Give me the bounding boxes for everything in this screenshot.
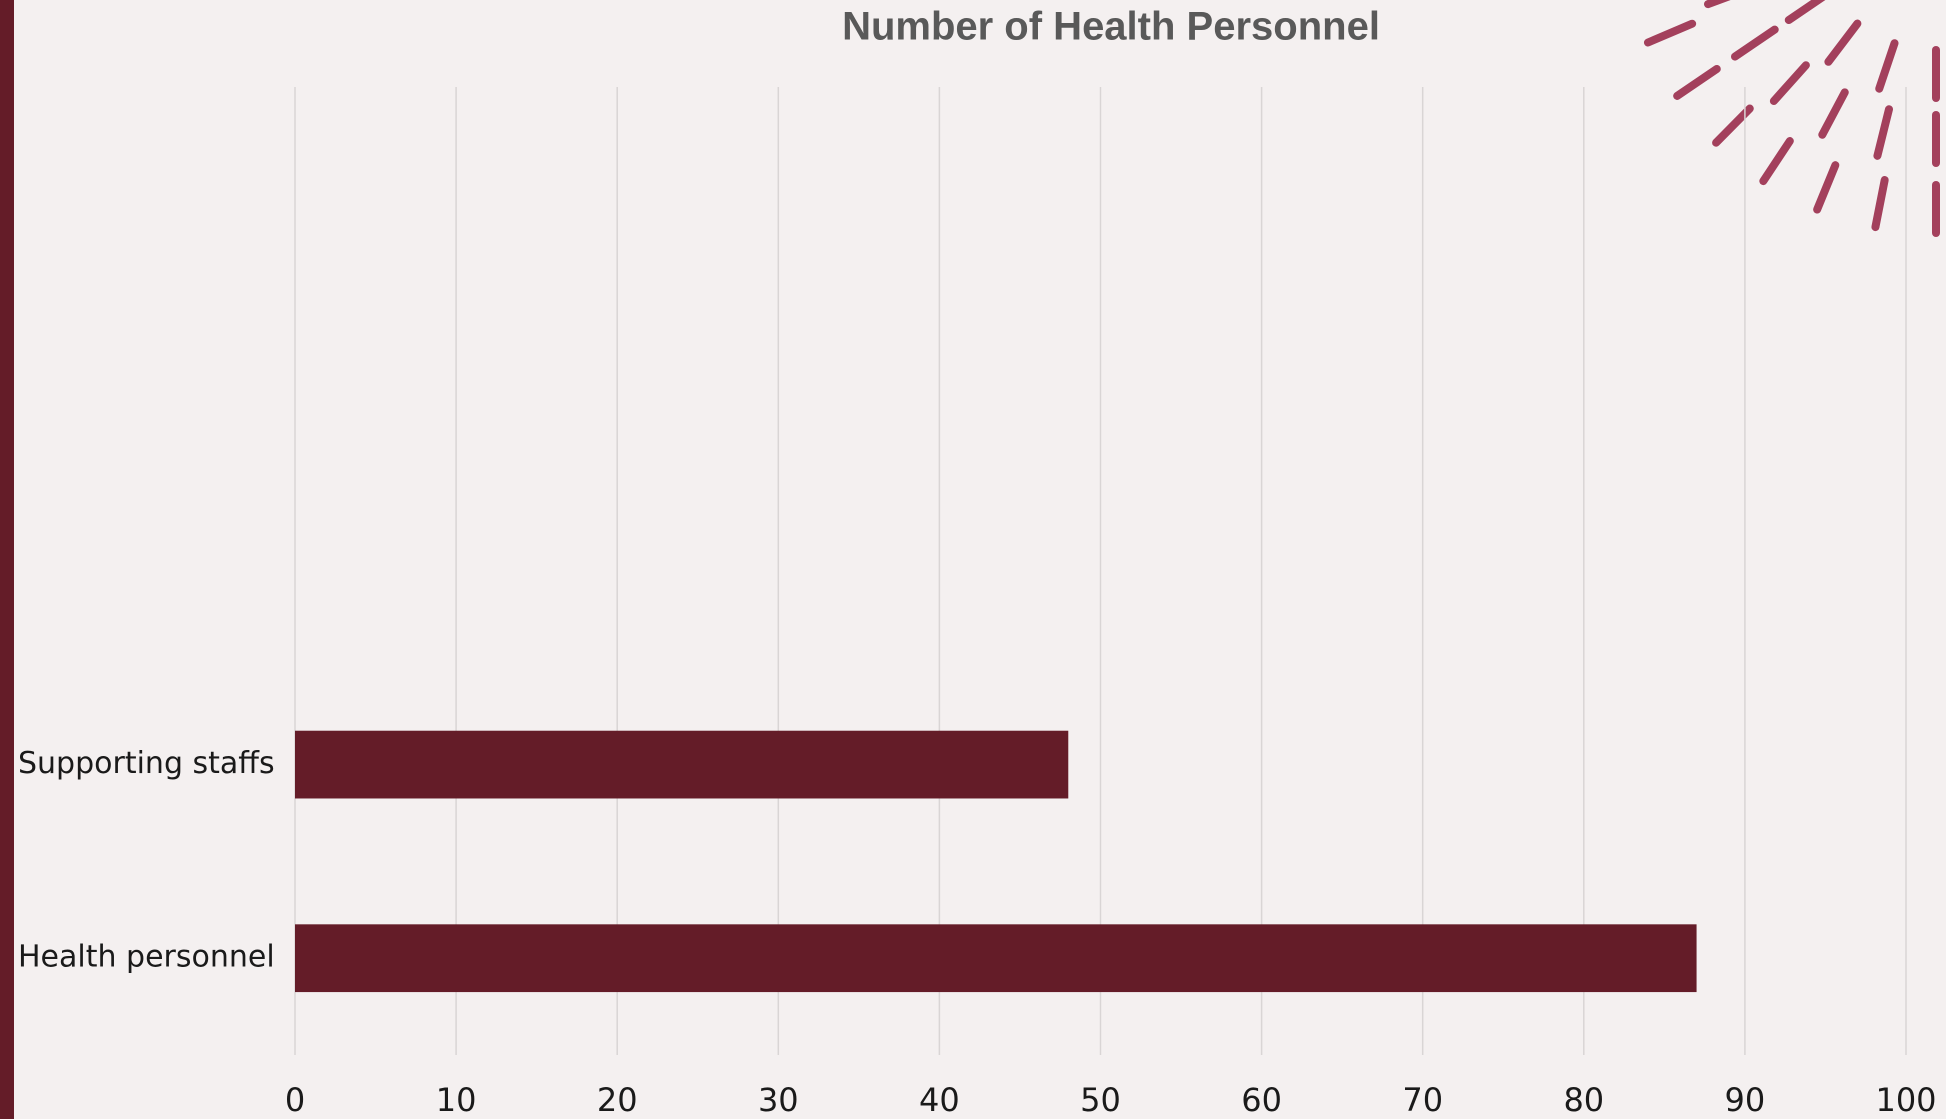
decoration-dash [1769,61,1810,106]
decoration-dash [1873,105,1893,160]
decoration-dash [1875,39,1899,93]
decoration-dash [1759,137,1794,186]
x-tick-label: 60 [1241,1081,1282,1119]
decoration-dash [1643,19,1697,47]
x-tick-label: 50 [1080,1081,1121,1119]
decoration-dash [1673,64,1721,100]
decoration-dash [1784,0,1826,25]
x-tick-label: 30 [758,1081,799,1119]
x-tick-label: 70 [1402,1081,1443,1119]
x-tick-label: 90 [1725,1081,1766,1119]
bar [295,924,1697,993]
decoration [1643,0,1940,237]
chart-title: Number of Health Personnel [842,5,1380,49]
y-tick-label: Supporting staffs [18,746,275,781]
decoration-dash [1813,161,1840,214]
x-tick-label: 20 [597,1081,638,1119]
x-tick-label: 10 [436,1081,477,1119]
decoration-dash [1824,19,1862,66]
bar [295,730,1069,799]
x-tick-label: 40 [919,1081,960,1119]
x-tick-label: 0 [285,1081,305,1119]
side-stripe [0,0,14,1119]
y-tick-label: Health personnel [18,940,275,975]
decoration-dash [1871,175,1889,232]
decoration-dash [1704,0,1731,9]
decoration-dash [1818,88,1849,139]
x-tick-label: 80 [1563,1081,1604,1119]
x-tick-label: 100 [1875,1081,1936,1119]
decoration-dash [1731,25,1779,61]
